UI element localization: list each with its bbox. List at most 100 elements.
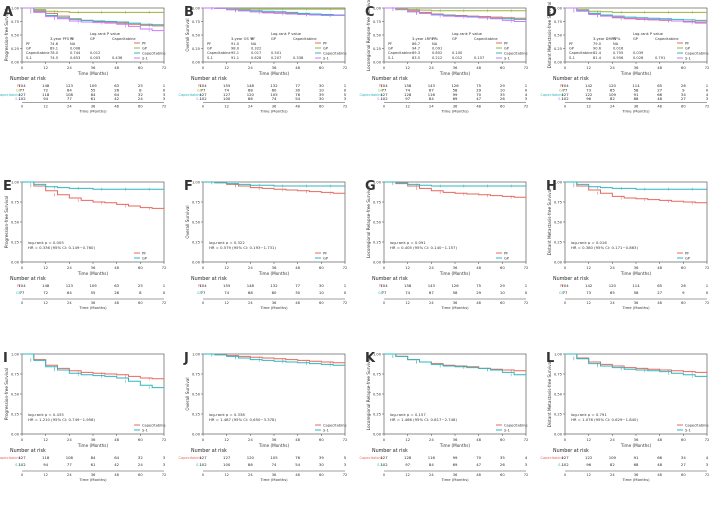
risk-group-label: PF bbox=[17, 84, 21, 88]
y-axis-label: Overall Survival bbox=[185, 18, 190, 51]
stats-cell: 0.012 bbox=[452, 56, 462, 60]
x-axis-label: Time (Months) bbox=[620, 443, 652, 448]
x-tick-label: 72 bbox=[162, 265, 167, 270]
x-tick-label: 0 bbox=[202, 65, 205, 70]
legend-label: GP bbox=[504, 256, 510, 260]
y-tick-label: 1.00 bbox=[192, 353, 201, 357]
risk-count: 4 bbox=[525, 92, 528, 97]
x-tick-label: 0 bbox=[202, 265, 205, 270]
x-tick-label: 36 bbox=[272, 265, 277, 270]
risk-x-tick-label: 60 bbox=[319, 473, 324, 477]
stats-cell: Capecitabine bbox=[569, 51, 593, 55]
risk-count: 10 bbox=[319, 87, 324, 92]
risk-count: 26 bbox=[500, 96, 505, 101]
risk-count: 68 bbox=[248, 290, 253, 295]
risk-x-tick-label: 48 bbox=[295, 473, 300, 477]
x-tick-label: 48 bbox=[295, 65, 300, 70]
x-tick-label: 60 bbox=[319, 65, 324, 70]
legend-label: Capecitabine bbox=[142, 423, 166, 427]
risk-count: 65 bbox=[657, 83, 662, 88]
stats-text: log-rank p = 0.791 bbox=[571, 412, 607, 417]
risk-group-label: S-1 bbox=[377, 97, 383, 101]
risk-group-label: Capecitabine bbox=[178, 456, 202, 460]
panel-letter: B bbox=[184, 5, 194, 20]
risk-count: 99 bbox=[453, 455, 458, 460]
stats-header: 3-year OS % bbox=[231, 37, 254, 41]
y-tick-label: 0.00 bbox=[11, 433, 20, 437]
series-line-0 bbox=[203, 181, 345, 194]
x-tick-label: 0 bbox=[202, 437, 205, 442]
series-line-3 bbox=[203, 7, 345, 17]
stats-text: log-rank p = 0.435 bbox=[28, 412, 64, 417]
risk-count: 67 bbox=[429, 290, 434, 295]
risk-count: 10 bbox=[319, 290, 324, 295]
risk-x-tick-label: 72 bbox=[705, 301, 710, 305]
risk-count: 68 bbox=[634, 462, 639, 467]
risk-x-tick-label: 36 bbox=[91, 473, 96, 477]
risk-count: 73 bbox=[586, 87, 591, 92]
risk-count: 122 bbox=[585, 92, 593, 97]
risk-x-tick-label: 12 bbox=[405, 301, 410, 305]
risk-count: 4 bbox=[706, 92, 709, 97]
risk-x-tick-label: 60 bbox=[500, 473, 505, 477]
plot-area bbox=[202, 7, 346, 63]
risk-count: 25 bbox=[138, 283, 143, 288]
panel-letter: L bbox=[546, 351, 554, 366]
y-axis-label: Overall Survival bbox=[185, 205, 190, 238]
risk-group-label: S-1 bbox=[196, 97, 202, 101]
x-tick-label: 72 bbox=[524, 65, 529, 70]
panel-letter: H bbox=[546, 179, 557, 194]
risk-count: 47 bbox=[476, 462, 481, 467]
risk-count: 0 bbox=[163, 87, 166, 92]
stats-header: Capecitabine bbox=[112, 37, 136, 41]
risk-count: 77 bbox=[563, 87, 568, 92]
y-tick-label: 0.00 bbox=[373, 61, 382, 65]
series-line-1 bbox=[22, 7, 164, 13]
risk-count: 3 bbox=[163, 96, 166, 101]
risk-x-tick-label: 12 bbox=[43, 473, 48, 477]
risk-group-label: Capecitabine bbox=[540, 93, 564, 97]
series-line-1 bbox=[565, 7, 707, 13]
y-tick-label: 0.25 bbox=[192, 241, 200, 245]
risk-count: 120 bbox=[247, 92, 255, 97]
risk-count: 100 bbox=[223, 462, 231, 467]
risk-group-label: S-1 bbox=[15, 463, 21, 467]
y-axis-label: Overall Survival bbox=[185, 377, 190, 410]
y-tick-label: 0.50 bbox=[11, 221, 20, 225]
y-tick-label: 0.25 bbox=[11, 241, 19, 245]
risk-count: 1 bbox=[163, 283, 166, 288]
x-tick-label: 24 bbox=[429, 437, 434, 442]
risk-count: 4 bbox=[706, 455, 709, 460]
x-axis-label: Time (Months) bbox=[439, 71, 471, 76]
panel-j: J 0.00 0.25 0.50 0.75 1.00 0 12 24 36 48 60 72 Time (… bbox=[178, 351, 348, 482]
legend-label: S-1 bbox=[504, 56, 510, 60]
x-tick-label: 12 bbox=[224, 65, 229, 70]
series-line-1 bbox=[203, 353, 345, 366]
panel-h: H 0.00 0.25 0.50 0.75 1.00 0 12 24 36 48 60 72 Time (… bbox=[546, 179, 710, 310]
y-axis-label: Progression-free Survival bbox=[4, 9, 9, 61]
stats-text: log-rank p = 0.016 bbox=[571, 240, 607, 245]
risk-x-tick-label: 0 bbox=[21, 105, 24, 109]
risk-count: 0 bbox=[525, 87, 528, 92]
stats-cell: 0.755 bbox=[613, 51, 623, 55]
risk-count: 0 bbox=[344, 87, 347, 92]
x-axis-label: Time (Months) bbox=[620, 271, 652, 276]
stats-cell: 0.436 bbox=[112, 56, 123, 60]
risk-x-tick-label: 36 bbox=[272, 105, 277, 109]
stats-cell: 0.016 bbox=[613, 47, 624, 51]
risk-x-tick-label: 60 bbox=[138, 301, 143, 305]
legend-label: Capecitabine bbox=[142, 51, 166, 55]
stats-header: Capecitabine bbox=[293, 37, 317, 41]
risk-count: 3 bbox=[163, 462, 166, 467]
risk-count: 3 bbox=[525, 462, 528, 467]
risk-count: 77 bbox=[382, 87, 387, 92]
x-tick-label: 36 bbox=[453, 437, 458, 442]
x-tick-label: 36 bbox=[91, 437, 96, 442]
risk-x-tick-label: 24 bbox=[248, 473, 253, 477]
stats-cell: 82.4 bbox=[593, 51, 602, 55]
stats-cell: Capecitabine bbox=[207, 51, 231, 55]
risk-count: 97 bbox=[405, 462, 410, 467]
legend-label: GP bbox=[685, 46, 691, 50]
risk-title: Number at risk bbox=[372, 448, 408, 454]
risk-count: 8 bbox=[139, 87, 142, 92]
